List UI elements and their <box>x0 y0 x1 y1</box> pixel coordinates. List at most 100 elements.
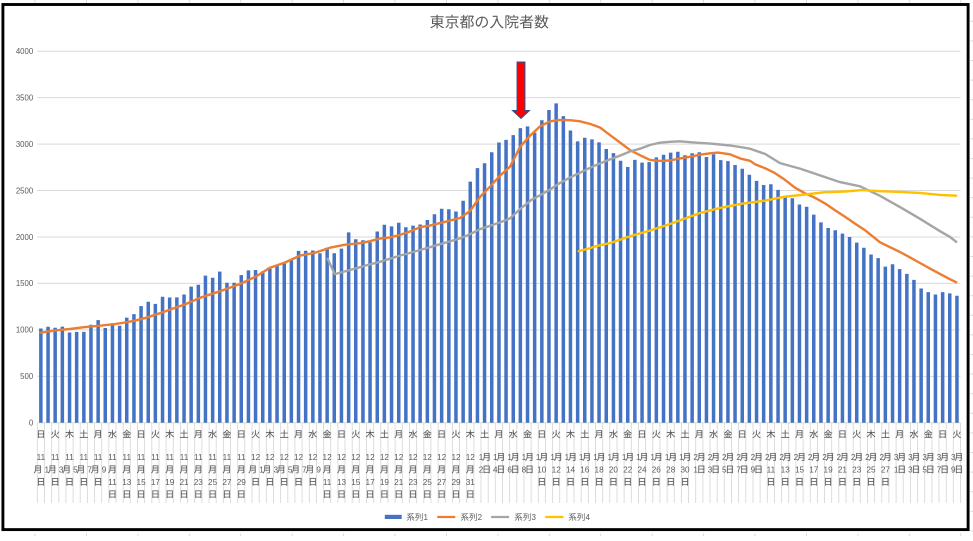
svg-text:2: 2 <box>751 453 756 462</box>
svg-text:23: 23 <box>194 478 204 487</box>
svg-text:2: 2 <box>765 453 770 462</box>
svg-text:11: 11 <box>51 453 60 462</box>
svg-text:3: 3 <box>937 453 942 462</box>
svg-text:2: 2 <box>693 453 698 462</box>
svg-text:23: 23 <box>852 466 862 475</box>
svg-text:1: 1 <box>522 453 527 462</box>
svg-text:6: 6 <box>507 466 512 475</box>
svg-text:9: 9 <box>751 466 756 475</box>
svg-text:12: 12 <box>308 453 318 462</box>
svg-text:12: 12 <box>337 453 347 462</box>
svg-text:500: 500 <box>20 372 34 381</box>
svg-text:5: 5 <box>722 466 727 475</box>
svg-text:3: 3 <box>922 453 927 462</box>
svg-text:2: 2 <box>822 453 827 462</box>
svg-text:1: 1 <box>894 466 899 475</box>
svg-text:20: 20 <box>609 466 619 475</box>
svg-text:21: 21 <box>394 478 404 487</box>
svg-text:12: 12 <box>323 453 333 462</box>
svg-text:12: 12 <box>423 453 433 462</box>
svg-text:15: 15 <box>795 466 805 475</box>
svg-text:11: 11 <box>108 453 117 462</box>
svg-text:12: 12 <box>394 453 404 462</box>
svg-text:11: 11 <box>137 453 146 462</box>
svg-text:9: 9 <box>316 466 321 475</box>
svg-text:11: 11 <box>223 453 232 462</box>
svg-text:17: 17 <box>809 466 819 475</box>
svg-text:11: 11 <box>194 453 203 462</box>
svg-text:29: 29 <box>237 478 247 487</box>
svg-text:1: 1 <box>479 453 484 462</box>
svg-text:1000: 1000 <box>16 326 34 335</box>
svg-text:2000: 2000 <box>16 233 34 242</box>
svg-text:3000: 3000 <box>16 140 34 149</box>
svg-text:31: 31 <box>466 478 476 487</box>
svg-text:2: 2 <box>708 453 713 462</box>
svg-text:1500: 1500 <box>16 279 34 288</box>
svg-text:11: 11 <box>165 453 174 462</box>
svg-text:2: 2 <box>880 453 885 462</box>
svg-text:11: 11 <box>180 453 189 462</box>
svg-text:3: 3 <box>274 466 279 475</box>
svg-text:1: 1 <box>679 453 684 462</box>
svg-text:12: 12 <box>265 453 275 462</box>
svg-text:16: 16 <box>580 466 590 475</box>
svg-text:13: 13 <box>337 478 347 487</box>
svg-text:30: 30 <box>680 466 690 475</box>
svg-text:12: 12 <box>351 453 361 462</box>
svg-text:7: 7 <box>302 466 307 475</box>
svg-text:12: 12 <box>437 453 447 462</box>
svg-text:2: 2 <box>837 453 842 462</box>
svg-text:11: 11 <box>37 453 46 462</box>
svg-text:11: 11 <box>80 453 89 462</box>
svg-text:11: 11 <box>94 453 103 462</box>
svg-text:23: 23 <box>408 478 418 487</box>
svg-text:15: 15 <box>137 478 147 487</box>
svg-text:12: 12 <box>280 453 290 462</box>
svg-text:2: 2 <box>779 453 784 462</box>
svg-text:21: 21 <box>838 466 848 475</box>
svg-text:27: 27 <box>222 478 232 487</box>
svg-text:1: 1 <box>593 453 598 462</box>
svg-text:17: 17 <box>366 478 376 487</box>
svg-text:2: 2 <box>478 513 483 522</box>
svg-text:11: 11 <box>767 466 776 475</box>
svg-text:21: 21 <box>179 478 189 487</box>
svg-text:7: 7 <box>937 466 942 475</box>
svg-text:11: 11 <box>108 478 117 487</box>
svg-text:22: 22 <box>623 466 633 475</box>
svg-text:17: 17 <box>151 478 161 487</box>
svg-text:3: 3 <box>59 466 64 475</box>
svg-text:12: 12 <box>251 453 261 462</box>
svg-text:12: 12 <box>466 453 476 462</box>
svg-text:1: 1 <box>507 453 512 462</box>
svg-text:11: 11 <box>237 453 246 462</box>
svg-text:18: 18 <box>595 466 605 475</box>
svg-text:2: 2 <box>851 453 856 462</box>
svg-text:19: 19 <box>380 478 390 487</box>
svg-text:1: 1 <box>493 453 498 462</box>
svg-text:25: 25 <box>423 478 433 487</box>
svg-text:19: 19 <box>165 478 175 487</box>
svg-text:14: 14 <box>566 466 576 475</box>
svg-text:12: 12 <box>380 453 390 462</box>
svg-text:12: 12 <box>366 453 376 462</box>
svg-text:2: 2 <box>736 453 741 462</box>
svg-text:19: 19 <box>824 466 834 475</box>
svg-text:11: 11 <box>323 478 332 487</box>
svg-text:12: 12 <box>408 453 418 462</box>
svg-text:13: 13 <box>781 466 791 475</box>
svg-text:11: 11 <box>123 453 132 462</box>
svg-text:4000: 4000 <box>16 47 34 56</box>
svg-text:3: 3 <box>908 466 913 475</box>
svg-text:1: 1 <box>536 453 541 462</box>
svg-text:9: 9 <box>951 466 956 475</box>
svg-text:2: 2 <box>479 466 484 475</box>
svg-text:4: 4 <box>585 513 590 522</box>
svg-text:1: 1 <box>259 466 264 475</box>
svg-text:3: 3 <box>951 453 956 462</box>
svg-text:12: 12 <box>552 466 562 475</box>
svg-text:25: 25 <box>866 466 876 475</box>
svg-text:1: 1 <box>565 453 570 462</box>
svg-text:7: 7 <box>87 466 92 475</box>
